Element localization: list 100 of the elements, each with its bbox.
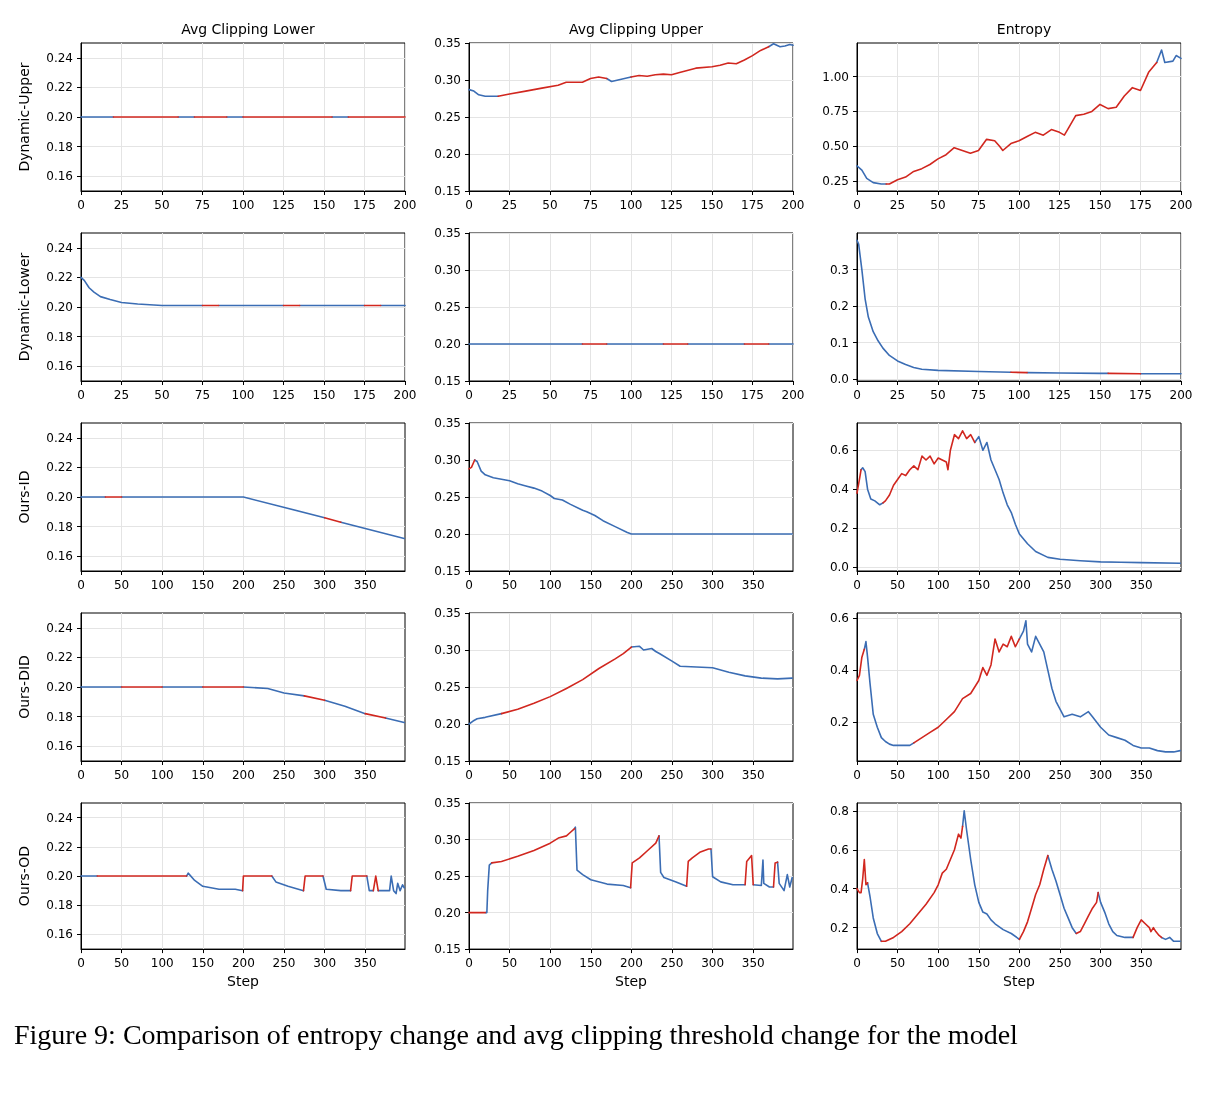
x-tick-label: 200 — [781, 198, 805, 212]
y-tick-label: 0.30 — [434, 453, 461, 467]
x-tick-label: 350 — [353, 956, 377, 971]
x-tick-label: 150 — [1088, 388, 1112, 402]
x-tick-label: 350 — [741, 578, 765, 592]
x-tick-label: 100 — [538, 578, 562, 592]
x-tick-label: 150 — [312, 198, 336, 212]
x-tick-label: 250 — [660, 578, 684, 592]
x-tick-label: 200 — [619, 956, 643, 971]
x-tick-label: 25 — [501, 198, 518, 212]
x-tick-label: 50 — [154, 198, 170, 212]
y-tick-label: 0.25 — [434, 110, 461, 124]
x-tick-label: 50 — [930, 388, 946, 402]
y-tick-label: 0.50 — [822, 139, 849, 154]
chart-title: Avg Clipping Upper — [568, 21, 704, 37]
x-tick-label: 250 — [1048, 578, 1072, 592]
y-tick-label: 0.6 — [829, 443, 849, 458]
x-tick-label: 125 — [272, 388, 295, 402]
y-tick-label: 0.18 — [46, 709, 73, 724]
x-tick-label: 150 — [579, 578, 603, 592]
x-tick-label: 150 — [967, 768, 991, 782]
y-tick-label: 0.25 — [434, 869, 461, 884]
y-tick-label: 0.20 — [434, 147, 461, 161]
x-tick-label: 300 — [701, 768, 725, 782]
x-tick-label: 100 — [926, 578, 950, 592]
y-tick-label: 0.0 — [829, 372, 849, 387]
y-tick-label: 0.3 — [829, 262, 849, 277]
y-tick-label: 0.22 — [46, 460, 73, 475]
y-tick-label: 0.16 — [46, 549, 73, 564]
x-tick-label: 300 — [1089, 578, 1113, 592]
x-tick-label: 200 — [1169, 198, 1193, 212]
x-tick-label: 300 — [1089, 768, 1113, 782]
x-tick-label: 75 — [194, 198, 211, 212]
x-tick-label: 350 — [1129, 956, 1153, 971]
x-tick-label: 25 — [889, 388, 906, 402]
x-tick-label: 100 — [1007, 388, 1031, 402]
x-tick-label: 0 — [465, 388, 473, 402]
x-tick-label: 150 — [700, 198, 724, 212]
y-tick-label: 0.35 — [434, 226, 461, 240]
y-tick-label: 0.25 — [822, 174, 849, 189]
y-tick-label: 0.25 — [434, 680, 461, 694]
y-axis-title: Ours-DID — [16, 655, 32, 719]
x-tick-label: 0 — [853, 578, 861, 592]
x-tick-label: 125 — [660, 198, 683, 212]
x-tick-label: 150 — [312, 388, 336, 402]
x-tick-label: 350 — [1129, 768, 1153, 782]
y-tick-label: 0.20 — [434, 337, 461, 351]
x-tick-label: 25 — [501, 388, 518, 402]
y-tick-label: 0.30 — [434, 832, 461, 847]
x-tick-label: 175 — [1129, 198, 1152, 212]
y-tick-label: 0.4 — [829, 482, 849, 497]
x-tick-label: 250 — [660, 768, 684, 782]
y-tick-label: 0.20 — [46, 869, 73, 884]
x-tick-label: 175 — [741, 198, 764, 212]
y-axis-title: Ours-OD — [16, 845, 32, 907]
y-tick-label: 0.2 — [829, 299, 849, 314]
x-axis-title: Step — [615, 973, 648, 989]
x-tick-label: 125 — [1048, 388, 1071, 402]
x-tick-label: 25 — [113, 388, 130, 402]
caption: Figure 9: Comparison of entropy change and avg clipping threshold change for the model — [14, 1018, 1019, 1051]
x-tick-label: 300 — [1089, 956, 1113, 971]
x-tick-label: 150 — [191, 768, 215, 782]
y-tick-label: 0.22 — [46, 80, 73, 95]
x-tick-label: 100 — [926, 956, 950, 971]
x-tick-label: 200 — [781, 388, 805, 402]
x-tick-label: 75 — [582, 198, 599, 212]
x-tick-label: 0 — [853, 388, 861, 402]
x-tick-label: 50 — [501, 578, 518, 592]
x-tick-label: 50 — [889, 956, 906, 971]
y-axis-title: Dynamic-Upper — [16, 62, 32, 172]
y-tick-label: 0.20 — [46, 300, 73, 314]
y-tick-label: 0.24 — [46, 50, 73, 65]
x-tick-label: 25 — [889, 198, 906, 212]
y-tick-label: 0.22 — [46, 839, 73, 854]
x-tick-label: 125 — [660, 388, 683, 402]
y-tick-label: 0.16 — [46, 169, 73, 184]
x-tick-label: 250 — [1048, 768, 1072, 782]
x-tick-label: 175 — [353, 198, 376, 212]
x-tick-label: 200 — [1007, 956, 1031, 971]
y-tick-label: 0.15 — [434, 184, 461, 198]
x-tick-label: 50 — [889, 578, 906, 592]
y-tick-label: 0.16 — [46, 359, 73, 374]
x-tick-label: 200 — [393, 198, 417, 212]
y-tick-label: 0.6 — [829, 611, 849, 626]
x-tick-label: 350 — [353, 578, 377, 592]
x-tick-label: 100 — [926, 768, 950, 782]
x-tick-label: 100 — [619, 388, 643, 402]
x-tick-label: 150 — [579, 956, 603, 971]
y-tick-label: 0.18 — [46, 519, 73, 534]
x-tick-label: 50 — [930, 198, 946, 212]
x-tick-label: 300 — [701, 578, 725, 592]
y-tick-label: 0.25 — [434, 300, 461, 314]
x-tick-label: 150 — [700, 388, 724, 402]
x-tick-label: 75 — [970, 388, 987, 402]
x-tick-label: 0 — [853, 198, 861, 212]
x-tick-label: 50 — [154, 388, 170, 402]
y-tick-label: 0.75 — [822, 104, 849, 119]
x-tick-label: 0 — [465, 198, 473, 212]
x-tick-label: 50 — [501, 956, 518, 971]
x-tick-label: 50 — [501, 768, 518, 782]
